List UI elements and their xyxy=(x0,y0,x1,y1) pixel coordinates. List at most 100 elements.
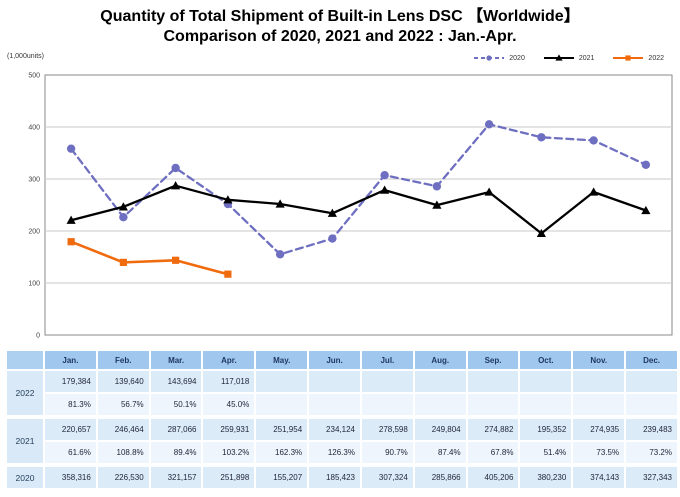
table-cell-percent: 45.0% xyxy=(203,394,255,415)
triangle-marker xyxy=(118,202,128,211)
triangle-marker xyxy=(275,199,285,208)
table-cell-percent: 50.1% xyxy=(150,394,202,415)
table-cell-value: 380,230 xyxy=(520,467,572,488)
square-marker xyxy=(172,256,180,264)
table-cell-percent: 89.4% xyxy=(150,442,202,463)
table-cell-percent: 108.8% xyxy=(97,442,149,463)
table-cell-percent: 81.3% xyxy=(45,394,96,415)
table-row-percents-2022: 81.3% 56.7% 50.1% 45.0% xyxy=(7,394,677,415)
table-cell-value: 234,124 xyxy=(309,419,360,440)
table-cell-percent: 162.3% xyxy=(256,442,308,463)
legend-item-2022: 2022 xyxy=(612,53,664,63)
circle-marker xyxy=(537,133,546,142)
table-cell-value: 285,866 xyxy=(414,467,466,488)
table-row-percents-2021: 61.6% 108.8% 89.4% 103.2% 162.3% 126.3% 90.7% 8… xyxy=(7,442,677,463)
table-cell-value: 274,882 xyxy=(467,419,519,440)
table-corner-cell xyxy=(7,351,43,369)
table-cell-value: 251,898 xyxy=(203,467,255,488)
month-header: Sep. xyxy=(467,351,519,369)
table-cell-value: 143,694 xyxy=(150,371,202,392)
triangle-marker xyxy=(536,228,546,238)
year-label: 2022 xyxy=(7,371,43,415)
y-axis-tick-label: 500 xyxy=(28,73,40,80)
table-cell-percent: 126.3% xyxy=(309,442,360,463)
circle-marker xyxy=(589,136,598,145)
triangle-marker xyxy=(589,187,599,196)
table-cell-value: 251,954 xyxy=(256,419,308,440)
table-cell-value xyxy=(414,371,466,392)
square-marker xyxy=(67,238,75,246)
square-marker xyxy=(224,270,232,278)
circle-marker xyxy=(432,182,442,191)
table-cell-percent xyxy=(414,394,466,415)
triangle-marker xyxy=(555,54,563,61)
legend-item-2021: 2021 xyxy=(543,53,594,63)
table-cell-value: 278,598 xyxy=(361,419,413,440)
table-cell-value: 139,640 xyxy=(97,371,149,392)
circle-marker xyxy=(66,144,76,153)
series-line-2021 xyxy=(69,184,648,235)
table-cell-percent: 90.7% xyxy=(361,442,413,463)
table-cell-value xyxy=(467,371,519,392)
table-cell-value: 226,530 xyxy=(97,467,149,488)
month-header: May. xyxy=(256,351,308,369)
triangle-marker xyxy=(432,200,442,209)
table-cell-value: 239,483 xyxy=(626,419,677,440)
table-cell-percent: 73.2% xyxy=(626,442,677,463)
legend-swatch-2021 xyxy=(543,54,574,61)
triangle-marker xyxy=(171,181,181,190)
table-cell-percent xyxy=(626,394,677,415)
table-cell-percent: 87.4% xyxy=(414,442,466,463)
table-cell-percent xyxy=(573,394,625,415)
year-label: 2020 xyxy=(7,467,43,488)
table-cell-value xyxy=(309,371,360,392)
table-cell-value: 185,423 xyxy=(309,467,360,488)
table-cell-value: 220,657 xyxy=(45,419,96,440)
table-cell-value: 155,207 xyxy=(256,467,308,488)
year-label: 2021 xyxy=(7,419,43,463)
circle-marker xyxy=(275,250,285,259)
table-cell-value: 321,157 xyxy=(150,467,202,488)
triangle-marker xyxy=(641,205,651,215)
table-cell-value xyxy=(520,371,572,392)
month-header: Oct. xyxy=(520,351,572,369)
chart-title: Quantity of Total Shipment of Built-in L… xyxy=(0,0,680,47)
circle-marker xyxy=(641,160,651,169)
month-header: Apr. xyxy=(203,351,255,369)
table-cell-value: 259,931 xyxy=(203,419,255,440)
table-cell-percent: 61.6% xyxy=(45,442,96,463)
table-cell-percent: 56.7% xyxy=(97,394,149,415)
table-cell-percent xyxy=(520,394,572,415)
circle-marker xyxy=(484,120,494,129)
month-header: Jun. xyxy=(309,351,360,369)
y-axis-tick-label: 200 xyxy=(28,229,40,236)
table-cell-value: 327,343 xyxy=(626,467,677,488)
y-axis-tick-label: 400 xyxy=(28,125,40,132)
y-axis-unit-label: (1,000units) xyxy=(7,53,44,60)
chart-title-line1: Quantity of Total Shipment of Built-in L… xyxy=(100,8,580,25)
line-chart: 0 100 200 300 400 500 xyxy=(28,73,673,340)
table-row-values-2021: 2021 220,657 246,464 287,066 259,931 251,954 2… xyxy=(7,419,677,463)
table-cell-value xyxy=(626,371,677,392)
plot-border xyxy=(44,74,673,336)
table-cell-value: 179,384 xyxy=(45,371,96,392)
chart-area: (1,000units) 2020 2021 2022 0 100 200 300 400 5… xyxy=(0,47,680,349)
table-cell-value: 405,206 xyxy=(467,467,519,488)
month-header: Jul. xyxy=(361,351,413,369)
table-cell-percent xyxy=(256,394,308,415)
circle-marker xyxy=(171,163,180,173)
month-header: Feb. xyxy=(97,351,149,369)
table-cell-value xyxy=(361,371,413,392)
table-cell-value: 358,316 xyxy=(45,467,96,488)
chart-title-line2: Comparison of 2020, 2021 and 2022 : Jan.… xyxy=(163,28,517,45)
table-cell-value xyxy=(573,371,625,392)
data-table: Jan. Feb. Mar. Apr. May. Jun. Jul. Aug. Sep. Oct.… xyxy=(5,349,679,490)
y-axis-tick-label: 300 xyxy=(28,177,40,184)
table-cell-percent xyxy=(361,394,413,415)
triangle-marker xyxy=(327,208,337,217)
square-marker xyxy=(119,258,127,266)
circle-marker xyxy=(119,213,128,222)
square-marker xyxy=(625,55,632,61)
table-cell-value: 274,935 xyxy=(573,419,625,440)
circle-marker xyxy=(328,234,337,243)
